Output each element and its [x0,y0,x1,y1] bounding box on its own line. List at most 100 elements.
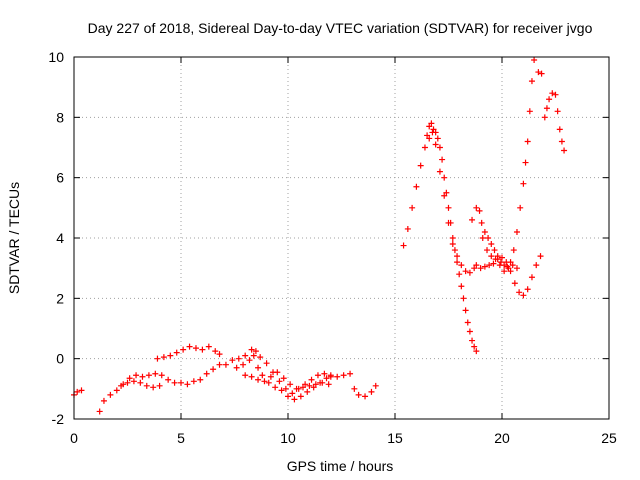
data-point [488,241,495,248]
data-point [252,348,259,355]
data-point [413,183,420,190]
data-point [511,280,518,287]
y-tick-label: 10 [48,49,64,65]
data-point [222,361,229,368]
data-point [509,262,516,269]
data-point [192,345,199,352]
data-point [556,126,563,133]
data-point [263,360,270,367]
data-point [272,384,279,391]
data-point [477,265,484,272]
data-point [531,57,538,64]
data-point [443,189,450,196]
data-point [310,384,317,391]
data-point [124,379,131,386]
data-point [471,343,478,350]
data-point [160,354,167,361]
data-point [145,372,152,379]
data-point [507,268,514,275]
y-tick-label: 8 [56,109,64,125]
data-points [71,57,568,415]
y-tick-label: 0 [56,351,64,367]
data-point [543,105,550,112]
data-point [404,225,411,232]
data-point [417,162,424,169]
data-point [293,385,300,392]
data-point [486,262,493,269]
data-point [299,384,306,391]
data-point [242,352,249,359]
data-point [152,370,159,377]
data-point [546,96,553,103]
data-point [321,370,328,377]
data-point [499,254,505,261]
x-tick-label: 5 [177,430,185,446]
data-point [484,247,491,254]
data-point [297,393,304,400]
data-point [449,241,456,248]
data-point [314,372,321,379]
data-point [507,259,514,266]
data-point [133,372,140,379]
data-point [246,357,253,364]
data-point [100,397,107,404]
data-point [312,381,319,388]
data-point [451,247,458,254]
x-tick-label: 25 [601,430,617,446]
x-tick-labels: 0 5 10 15 20 25 [70,430,617,446]
data-point [524,138,531,145]
x-tick-label: 15 [387,430,403,446]
data-point [454,259,461,266]
data-point [526,108,533,115]
data-point [113,387,120,394]
data-point [205,343,212,350]
data-point [259,372,266,379]
data-point [492,256,499,263]
data-point [441,192,448,199]
data-point [199,346,206,353]
data-point [501,268,508,275]
data-point [334,373,341,380]
data-point [491,247,498,254]
data-point [469,337,476,344]
data-point [319,379,326,386]
data-point [276,378,283,385]
y-tick-label: 4 [56,230,64,246]
data-point [517,204,524,211]
data-point [426,135,433,142]
data-point [462,268,469,275]
data-point [372,382,379,389]
data-point [180,346,187,353]
data-point [289,390,296,397]
data-point [158,372,165,379]
data-point [424,132,431,139]
data-point [485,235,492,241]
data-point [248,373,255,380]
data-point [473,204,480,211]
y-tick-labels: -2 0 2 4 6 8 10 [48,49,64,427]
data-point [167,352,174,359]
data-point [481,228,488,235]
data-point [242,372,249,379]
data-point [428,120,435,127]
data-point [184,381,191,388]
data-point [229,357,236,364]
data-point [267,373,274,380]
data-point [280,375,287,382]
data-point [257,354,264,361]
data-point [362,393,369,400]
data-point [479,235,486,241]
data-point [143,382,150,389]
data-point [430,126,437,133]
data-point [421,144,428,151]
data-point [488,253,495,260]
data-point [306,382,313,389]
data-point [561,147,568,154]
data-point [552,91,559,98]
data-point [216,351,223,358]
data-point [549,90,556,97]
y-tick-label: 2 [56,290,64,306]
data-point [541,114,548,121]
data-point [445,219,452,226]
data-point [522,159,529,166]
